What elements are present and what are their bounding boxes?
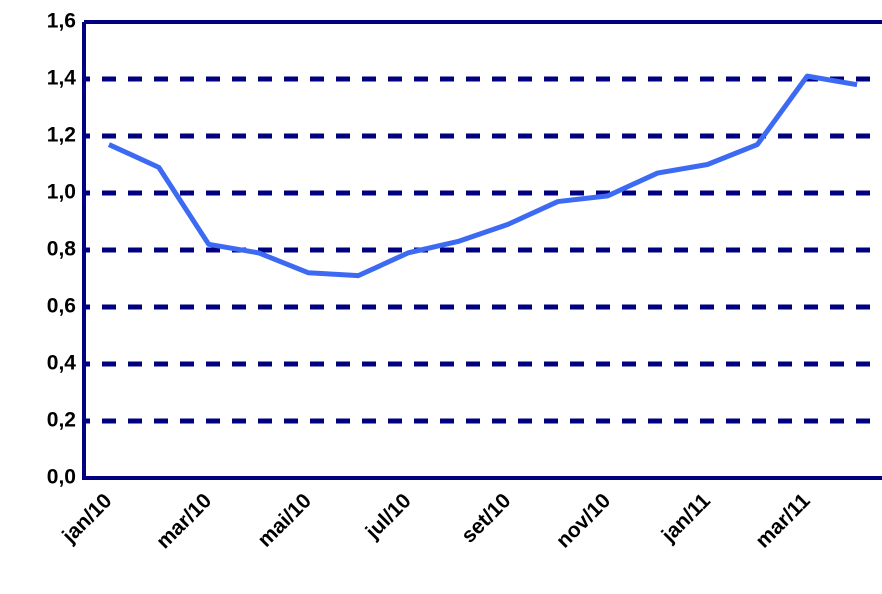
line-series	[107, 73, 858, 279]
x-tick-label: mai/10	[253, 489, 316, 552]
x-tick-label: set/10	[457, 489, 515, 547]
x-tick-label: jan/11	[657, 489, 715, 547]
x-tick-label: jul/10	[361, 489, 416, 544]
y-tick-label: 0,0	[47, 466, 76, 489]
y-tick-label: 1,4	[47, 67, 77, 90]
x-tick-label: nov/10	[552, 489, 615, 552]
x-tick-label: jan/10	[57, 489, 116, 548]
y-tick-label: 1,0	[47, 181, 76, 204]
y-tick-label: 0,6	[47, 295, 76, 318]
y-tick-label: 0,2	[47, 409, 76, 432]
y-tick-label: 1,6	[47, 10, 76, 33]
y-tick-label: 0,8	[47, 238, 77, 261]
x-tick-label: mar/11	[751, 489, 815, 553]
y-tick-label: 0,4	[47, 352, 77, 375]
y-tick-label: 1,2	[47, 124, 76, 147]
x-tick-label: mar/10	[152, 489, 216, 553]
